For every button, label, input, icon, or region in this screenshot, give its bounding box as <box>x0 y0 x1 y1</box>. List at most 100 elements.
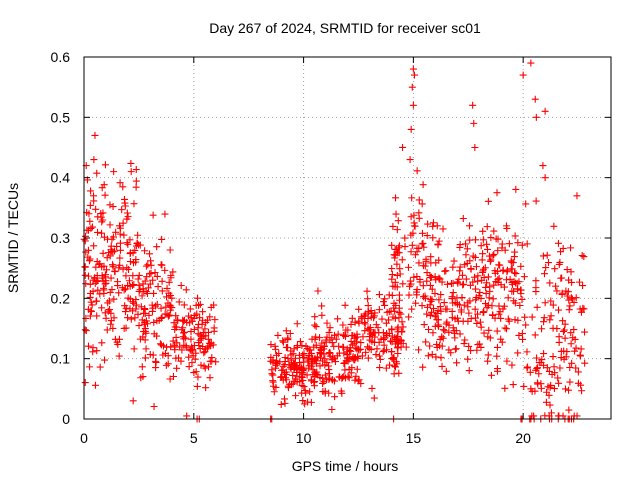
data-point <box>413 286 421 294</box>
data-point <box>181 334 189 342</box>
data-point <box>131 314 139 322</box>
data-point <box>332 335 340 343</box>
data-point <box>542 264 550 272</box>
data-point <box>555 338 563 346</box>
data-point <box>560 347 568 355</box>
data-point <box>331 331 339 339</box>
data-point <box>558 290 566 298</box>
data-point <box>326 336 334 344</box>
data-point <box>512 270 520 278</box>
data-point <box>87 224 95 232</box>
data-point <box>143 273 151 281</box>
data-point <box>353 365 361 373</box>
data-point <box>179 324 187 332</box>
data-point <box>104 299 112 307</box>
data-point <box>98 184 106 192</box>
data-point <box>300 358 308 366</box>
data-point <box>352 372 360 380</box>
data-point <box>541 299 549 307</box>
data-point <box>205 363 213 371</box>
data-point <box>119 219 127 227</box>
data-point <box>183 412 191 420</box>
data-point <box>391 251 399 259</box>
data-point <box>503 266 511 274</box>
data-point <box>356 345 364 353</box>
data-point <box>145 311 153 319</box>
data-point <box>168 304 176 312</box>
data-point <box>162 361 170 369</box>
data-point <box>579 304 587 312</box>
data-point <box>326 349 334 357</box>
data-point <box>278 373 286 381</box>
data-point <box>87 298 95 306</box>
data-point <box>391 245 399 253</box>
data-point <box>484 333 492 341</box>
data-point <box>141 305 149 313</box>
data-points <box>80 59 589 423</box>
data-point <box>563 266 571 274</box>
data-point <box>101 271 109 279</box>
data-point <box>311 321 319 329</box>
data-point <box>395 291 403 299</box>
data-point <box>155 316 163 324</box>
data-point <box>109 324 117 332</box>
data-point <box>156 340 164 348</box>
data-point <box>429 222 437 230</box>
data-point <box>364 295 372 303</box>
data-point <box>399 143 407 151</box>
data-point <box>554 239 562 247</box>
data-point <box>436 342 444 350</box>
data-point <box>437 291 445 299</box>
data-point <box>298 342 306 350</box>
data-point <box>447 349 455 357</box>
data-point <box>341 366 349 374</box>
data-point <box>385 316 393 324</box>
data-point <box>116 239 124 247</box>
data-point <box>441 327 449 335</box>
data-point <box>288 362 296 370</box>
data-point <box>424 220 432 228</box>
data-point <box>465 342 473 350</box>
data-point <box>500 283 508 291</box>
data-point <box>123 264 131 272</box>
data-point <box>348 314 356 322</box>
data-point <box>186 305 194 313</box>
data-point <box>84 253 92 261</box>
data-point <box>511 316 519 324</box>
data-point <box>190 369 198 377</box>
data-point <box>461 261 469 269</box>
data-point <box>179 317 187 325</box>
data-point <box>575 278 583 286</box>
data-point <box>96 260 104 268</box>
y-tick-label: 0.2 <box>51 290 71 306</box>
data-point <box>192 349 200 357</box>
data-point <box>553 287 561 295</box>
data-point <box>523 240 531 248</box>
data-point <box>316 362 324 370</box>
data-point <box>507 265 515 273</box>
data-point <box>299 376 307 384</box>
data-point <box>296 338 304 346</box>
data-point <box>99 249 107 257</box>
data-point <box>347 320 355 328</box>
data-point <box>366 324 374 332</box>
data-point <box>106 306 114 314</box>
data-point <box>355 376 363 384</box>
data-point <box>561 385 569 393</box>
data-point <box>198 320 206 328</box>
data-point <box>572 294 580 302</box>
data-point <box>342 326 350 334</box>
data-point <box>428 350 436 358</box>
data-point <box>546 279 554 287</box>
data-point <box>471 144 479 151</box>
data-point <box>292 392 300 400</box>
data-point <box>152 357 160 365</box>
grid <box>84 57 611 419</box>
data-point <box>112 228 120 236</box>
data-point <box>418 229 426 237</box>
data-point <box>539 162 547 170</box>
data-point <box>472 263 480 271</box>
data-point <box>438 362 446 370</box>
data-point <box>121 202 129 210</box>
data-point <box>287 347 295 355</box>
